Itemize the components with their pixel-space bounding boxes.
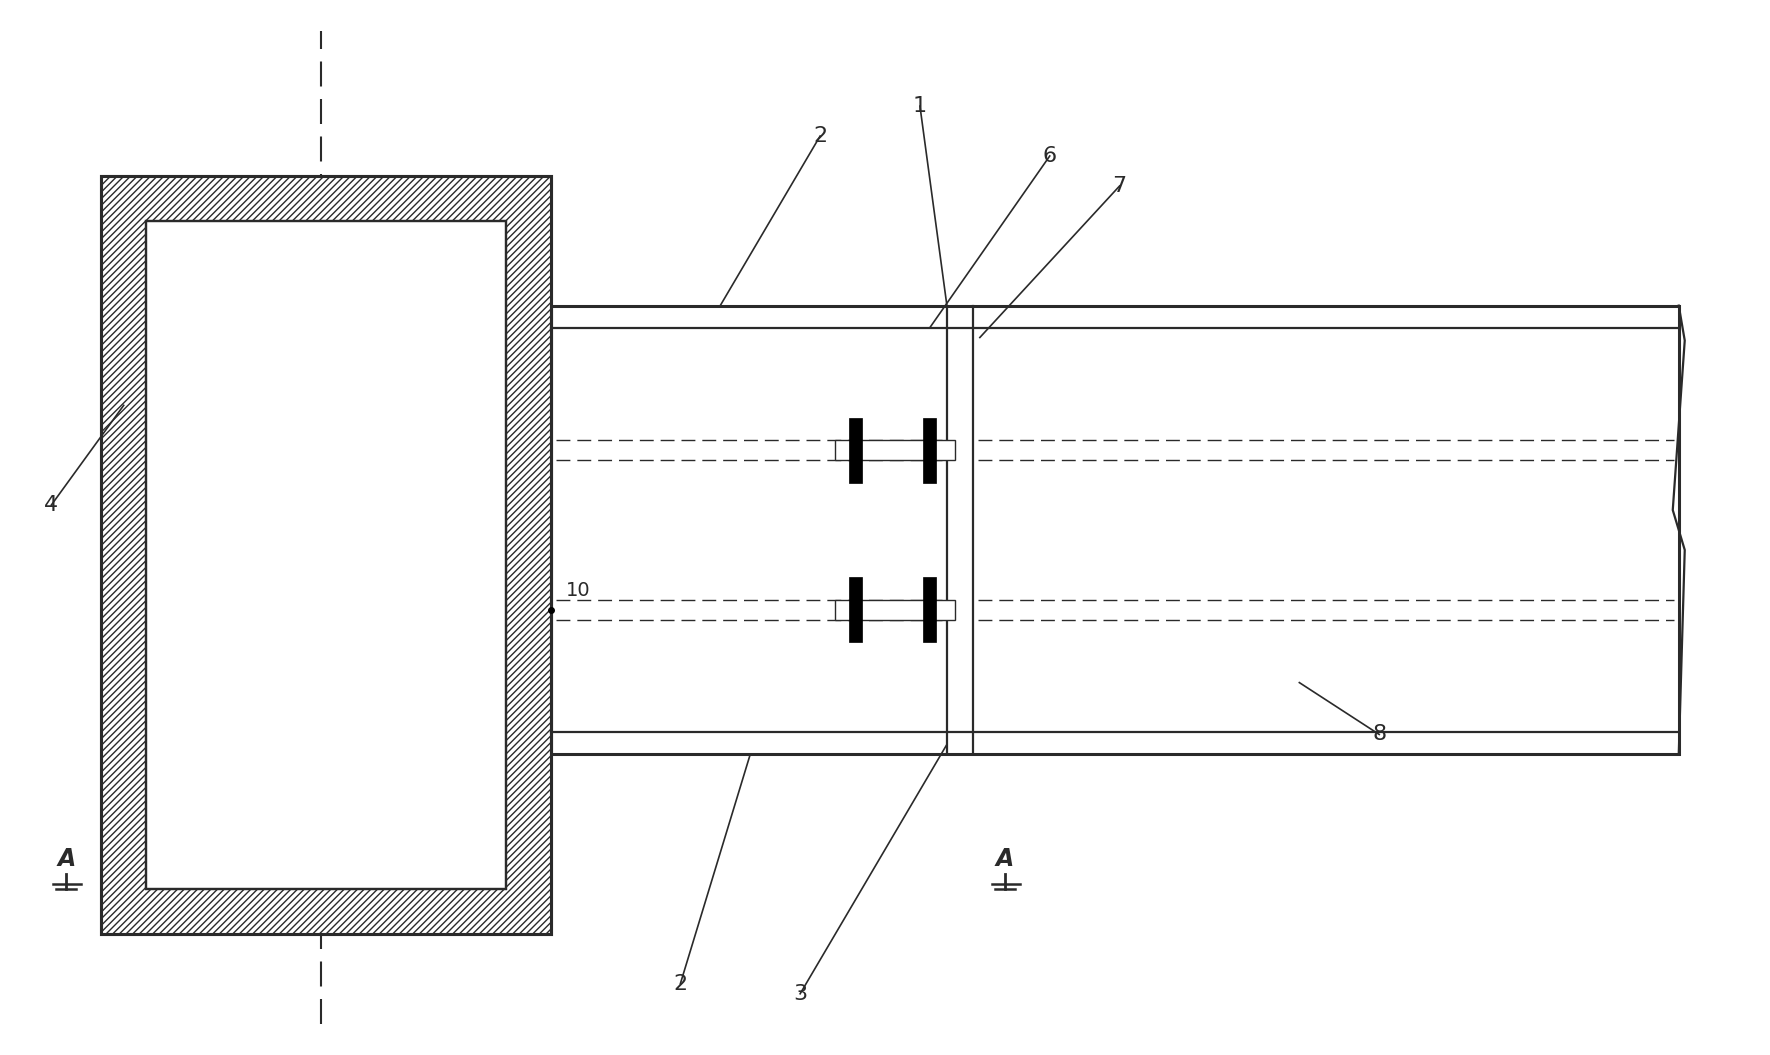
Bar: [101, 176, 550, 934]
Bar: [147, 220, 506, 889]
Text: A: A: [57, 847, 76, 871]
Bar: [506, 176, 550, 934]
Bar: [848, 418, 862, 482]
Bar: [848, 577, 862, 642]
Bar: [924, 577, 936, 642]
Text: A: A: [997, 847, 1014, 871]
Text: 8: 8: [1372, 725, 1386, 745]
Text: 1: 1: [913, 96, 927, 116]
Bar: [835, 600, 954, 619]
Bar: [147, 220, 506, 889]
Bar: [550, 306, 1678, 754]
Bar: [101, 176, 550, 934]
Text: 2: 2: [673, 974, 687, 994]
Bar: [924, 418, 936, 482]
Bar: [147, 220, 506, 889]
Text: 3: 3: [793, 983, 807, 1003]
Text: 10: 10: [565, 581, 589, 600]
Bar: [101, 176, 550, 934]
Text: 4: 4: [44, 495, 58, 515]
Text: 7: 7: [1113, 176, 1127, 196]
Bar: [835, 440, 954, 460]
Text: 2: 2: [812, 126, 827, 146]
Bar: [550, 306, 1678, 754]
Text: 6: 6: [1043, 146, 1057, 166]
